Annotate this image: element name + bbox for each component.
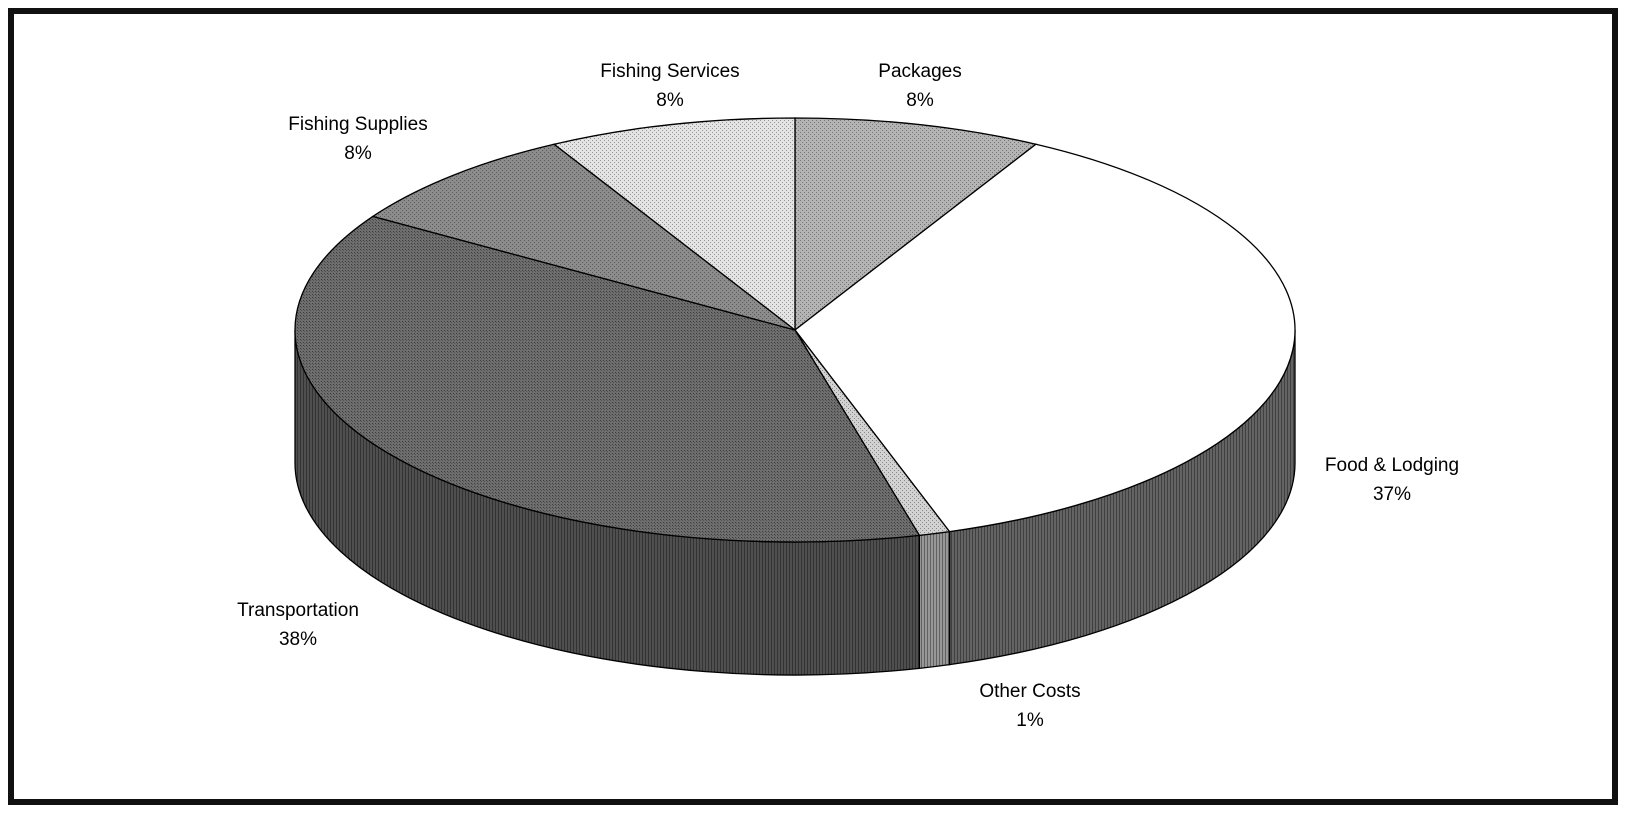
slice-label-transportation: Transportation 38%	[237, 600, 359, 650]
slice-label-value: 37%	[1373, 484, 1411, 505]
pie-slice-texture-packages	[795, 118, 1036, 330]
slice-label-value: 8%	[344, 143, 372, 164]
slice-label-name: Food & Lodging	[1325, 455, 1459, 476]
pie-label-layer: Packages 8% Food & Lodging 37% Other Costs 1%…	[237, 61, 1459, 731]
slice-label-food-and-lodging: Food & Lodging 37%	[1325, 455, 1459, 505]
slice-label-other-costs: Other Costs 1%	[979, 681, 1080, 731]
slice-label-value: 8%	[656, 90, 684, 111]
slice-label-value: 38%	[279, 629, 317, 650]
slice-label-fishing-supplies: Fishing Supplies 8%	[288, 114, 427, 164]
slice-label-fishing-services: Fishing Services 8%	[600, 61, 739, 111]
pie-top-layer	[294, 117, 1296, 543]
slice-label-packages: Packages 8%	[878, 61, 961, 111]
pie-side-texture-other-costs	[919, 531, 950, 669]
pie-slice-food-and-lodging	[794, 143, 1296, 533]
pie-side-texture-transportation	[295, 330, 920, 676]
pie-slice-texture-fishing-services	[554, 118, 795, 330]
slice-label-name: Packages	[878, 61, 961, 82]
slice-label-name: Fishing Services	[600, 61, 739, 82]
pie-side-texture-food-and-lodging	[949, 330, 1295, 665]
slice-label-value: 1%	[1016, 710, 1044, 731]
slice-label-name: Other Costs	[979, 681, 1080, 702]
pie-slice-texture-other-costs	[795, 330, 950, 536]
slice-label-value: 8%	[906, 90, 934, 111]
pie-slice-texture-transportation	[294, 216, 920, 542]
pie-slice-texture-fishing-supplies	[372, 144, 795, 330]
slice-label-name: Fishing Supplies	[288, 114, 427, 135]
slice-label-name: Transportation	[237, 600, 359, 621]
